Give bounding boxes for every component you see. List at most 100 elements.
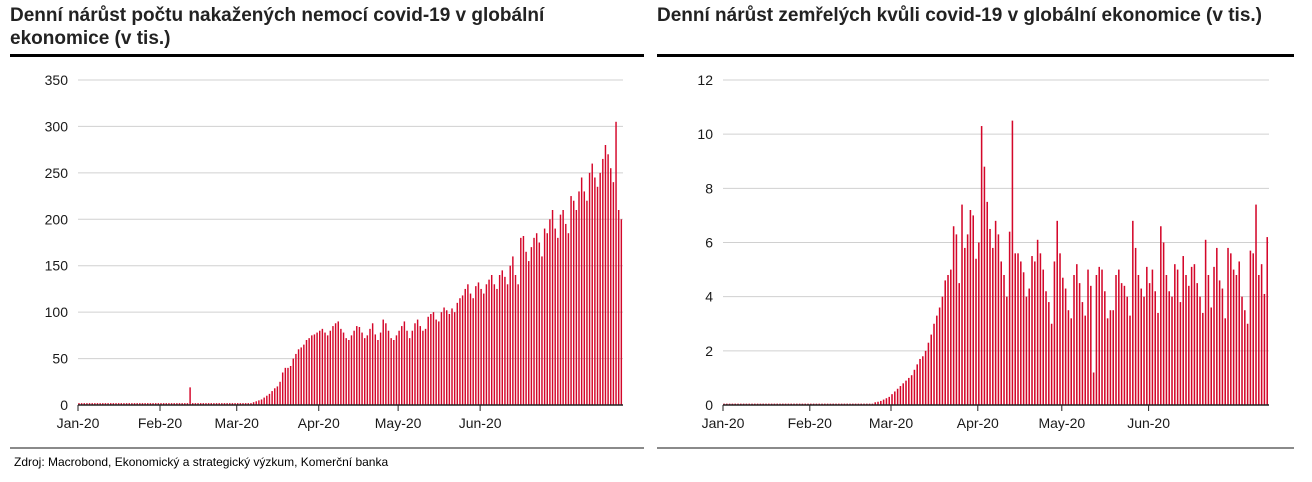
bar (1238, 261, 1240, 405)
bar (107, 403, 109, 405)
bar (986, 201, 988, 405)
bar (496, 288, 498, 405)
bar (350, 335, 353, 405)
bar (989, 228, 991, 405)
bar (379, 332, 382, 405)
bar (1053, 261, 1056, 405)
bar (927, 342, 930, 405)
bar (1196, 283, 1198, 405)
bar (588, 172, 591, 405)
bar (184, 403, 186, 405)
bar (567, 233, 570, 405)
bar (1210, 307, 1212, 405)
bar (980, 126, 983, 406)
bar (165, 403, 168, 405)
x-tick-label: May-20 (1038, 415, 1085, 431)
bar (504, 276, 506, 405)
bar (120, 403, 123, 405)
source-note: Zdroj: Macrobond, Ekonomický a strategic… (14, 455, 389, 469)
bar (1070, 318, 1072, 405)
bar (205, 403, 207, 405)
bar (533, 237, 535, 405)
bar (1193, 264, 1196, 405)
bar (276, 386, 279, 405)
bar (192, 403, 194, 405)
bar (91, 403, 93, 405)
bar (136, 403, 138, 405)
bar (594, 177, 596, 405)
bar (242, 403, 244, 405)
bar (255, 401, 257, 405)
bar (459, 298, 461, 405)
bar (1123, 285, 1126, 405)
bar (978, 242, 980, 405)
bar (154, 403, 157, 405)
bar (1087, 269, 1089, 405)
bar (975, 258, 977, 405)
bar (152, 403, 154, 405)
bar (115, 403, 117, 405)
bar (300, 347, 302, 405)
bar (530, 247, 533, 405)
bar (477, 282, 480, 405)
bar (88, 403, 91, 405)
bar (308, 338, 310, 405)
bar (340, 328, 342, 405)
bar (1176, 269, 1179, 405)
bar (1202, 312, 1204, 405)
bar (1146, 266, 1148, 405)
y-tick-label: 200 (45, 211, 69, 227)
bar (1224, 318, 1226, 405)
bar (1062, 277, 1064, 405)
bar (919, 358, 921, 405)
x-tick-label: Apr-20 (957, 415, 999, 431)
bar (292, 358, 295, 405)
bar (1109, 310, 1112, 405)
bar (1213, 266, 1215, 405)
bar (522, 236, 525, 405)
bar (363, 338, 366, 405)
bar (202, 403, 205, 405)
bar (488, 279, 490, 405)
y-tick-label: 150 (45, 258, 69, 274)
bar (1249, 250, 1252, 405)
bar (295, 353, 297, 405)
bar (1241, 296, 1243, 405)
bar (1232, 269, 1235, 405)
bar (955, 234, 958, 405)
bar (1165, 275, 1168, 405)
bar (1025, 296, 1028, 405)
bar (178, 403, 181, 405)
bar (620, 219, 623, 405)
bar (908, 377, 910, 405)
bar (305, 340, 308, 405)
bar (1095, 275, 1098, 405)
bar (1092, 372, 1095, 405)
bar (239, 403, 242, 405)
bar (612, 182, 615, 405)
bar (485, 284, 488, 405)
bar (580, 177, 583, 405)
bar (147, 403, 149, 405)
bar (170, 403, 173, 405)
bar (231, 403, 234, 405)
bar (250, 403, 252, 405)
bar (371, 323, 374, 405)
bar (1263, 293, 1266, 405)
bar (229, 403, 231, 405)
bar (1039, 253, 1042, 405)
bar (181, 403, 183, 405)
bar (194, 403, 197, 405)
bar (607, 154, 609, 405)
bar (1067, 310, 1070, 405)
bar (131, 403, 133, 405)
bar (501, 270, 504, 405)
bar (596, 186, 599, 405)
bar (1115, 275, 1117, 405)
bar (210, 403, 212, 405)
bar (461, 295, 464, 405)
bar (162, 403, 165, 405)
bar (947, 275, 949, 405)
bar (287, 367, 289, 405)
bar (578, 191, 580, 405)
